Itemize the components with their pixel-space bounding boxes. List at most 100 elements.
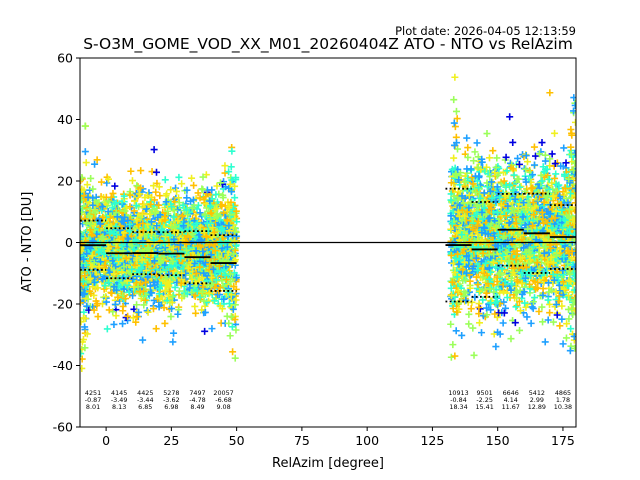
data-point bbox=[475, 303, 483, 311]
data-point bbox=[99, 213, 107, 221]
data-point bbox=[202, 193, 210, 201]
data-point bbox=[80, 278, 87, 286]
data-point bbox=[144, 308, 152, 316]
data-point bbox=[86, 274, 94, 282]
data-point bbox=[126, 203, 134, 211]
data-point bbox=[157, 258, 165, 266]
data-point bbox=[169, 338, 177, 346]
data-point bbox=[145, 244, 153, 252]
data-point bbox=[97, 178, 105, 186]
data-point bbox=[159, 227, 167, 235]
data-point bbox=[500, 168, 508, 176]
data-point bbox=[473, 139, 481, 147]
data-point bbox=[228, 147, 236, 155]
data-point bbox=[231, 237, 239, 245]
data-point bbox=[549, 277, 557, 285]
data-point bbox=[111, 182, 119, 190]
data-point bbox=[133, 313, 141, 321]
data-point bbox=[133, 254, 141, 262]
data-point bbox=[192, 309, 200, 317]
data-point bbox=[196, 209, 204, 217]
data-point bbox=[212, 191, 220, 199]
data-point bbox=[108, 204, 116, 212]
data-point bbox=[109, 189, 117, 197]
data-point bbox=[172, 223, 180, 231]
data-point bbox=[118, 242, 126, 250]
data-point bbox=[544, 296, 552, 304]
data-point bbox=[225, 203, 233, 211]
data-point bbox=[569, 311, 576, 319]
plot-area: 4251-0.878.014145-3.498.134425-3.446.855… bbox=[79, 57, 577, 428]
data-point bbox=[231, 246, 239, 254]
data-point bbox=[541, 151, 549, 159]
data-point bbox=[199, 288, 207, 296]
data-point bbox=[496, 237, 504, 245]
data-point bbox=[213, 182, 221, 190]
data-point bbox=[162, 198, 170, 206]
data-point bbox=[81, 272, 89, 280]
data-point bbox=[139, 260, 147, 268]
data-point bbox=[201, 302, 209, 310]
data-point bbox=[201, 210, 209, 218]
data-point bbox=[82, 159, 90, 167]
data-point bbox=[228, 304, 236, 312]
data-point bbox=[177, 254, 185, 262]
data-point bbox=[212, 276, 220, 284]
data-point bbox=[220, 295, 228, 303]
data-point bbox=[88, 231, 96, 239]
data-point bbox=[169, 293, 177, 301]
data-point bbox=[80, 240, 85, 248]
data-point bbox=[529, 304, 537, 312]
data-point bbox=[450, 119, 458, 127]
data-point bbox=[100, 267, 108, 275]
data-point bbox=[230, 269, 238, 277]
data-point bbox=[81, 315, 89, 323]
data-point bbox=[132, 279, 140, 287]
data-point bbox=[489, 147, 497, 155]
data-point bbox=[163, 190, 171, 198]
data-point bbox=[148, 289, 156, 297]
data-point bbox=[226, 332, 234, 340]
data-point bbox=[90, 259, 98, 267]
data-point bbox=[86, 287, 94, 295]
data-point bbox=[126, 191, 134, 199]
data-point bbox=[118, 217, 126, 225]
data-point bbox=[551, 129, 559, 137]
data-point bbox=[110, 200, 118, 208]
data-point bbox=[135, 308, 143, 316]
data-point bbox=[201, 327, 209, 335]
data-point bbox=[167, 186, 175, 194]
data-point bbox=[177, 269, 185, 277]
data-point bbox=[523, 313, 531, 321]
data-point bbox=[133, 301, 141, 309]
data-point bbox=[155, 183, 163, 191]
data-point bbox=[169, 257, 177, 265]
data-point bbox=[531, 294, 539, 302]
data-point bbox=[175, 287, 183, 295]
data-point bbox=[168, 305, 176, 313]
data-point bbox=[466, 277, 474, 285]
data-point bbox=[571, 101, 576, 109]
data-point bbox=[127, 167, 135, 175]
data-point bbox=[157, 281, 165, 289]
data-point bbox=[452, 107, 460, 115]
data-point bbox=[91, 209, 99, 217]
data-point bbox=[80, 255, 88, 263]
data-point bbox=[129, 275, 137, 283]
data-point bbox=[487, 268, 495, 276]
data-point bbox=[567, 126, 575, 134]
data-point bbox=[161, 216, 169, 224]
data-point bbox=[549, 270, 557, 278]
data-point bbox=[94, 284, 102, 292]
data-point bbox=[232, 326, 240, 334]
data-point bbox=[187, 197, 195, 205]
data-point bbox=[150, 278, 158, 286]
data-point bbox=[232, 174, 240, 182]
data-point bbox=[205, 289, 213, 297]
data-point bbox=[178, 180, 186, 188]
data-point bbox=[513, 276, 521, 284]
data-point bbox=[475, 319, 483, 327]
data-point bbox=[217, 179, 224, 187]
data-point bbox=[189, 230, 197, 238]
data-point bbox=[207, 251, 215, 259]
